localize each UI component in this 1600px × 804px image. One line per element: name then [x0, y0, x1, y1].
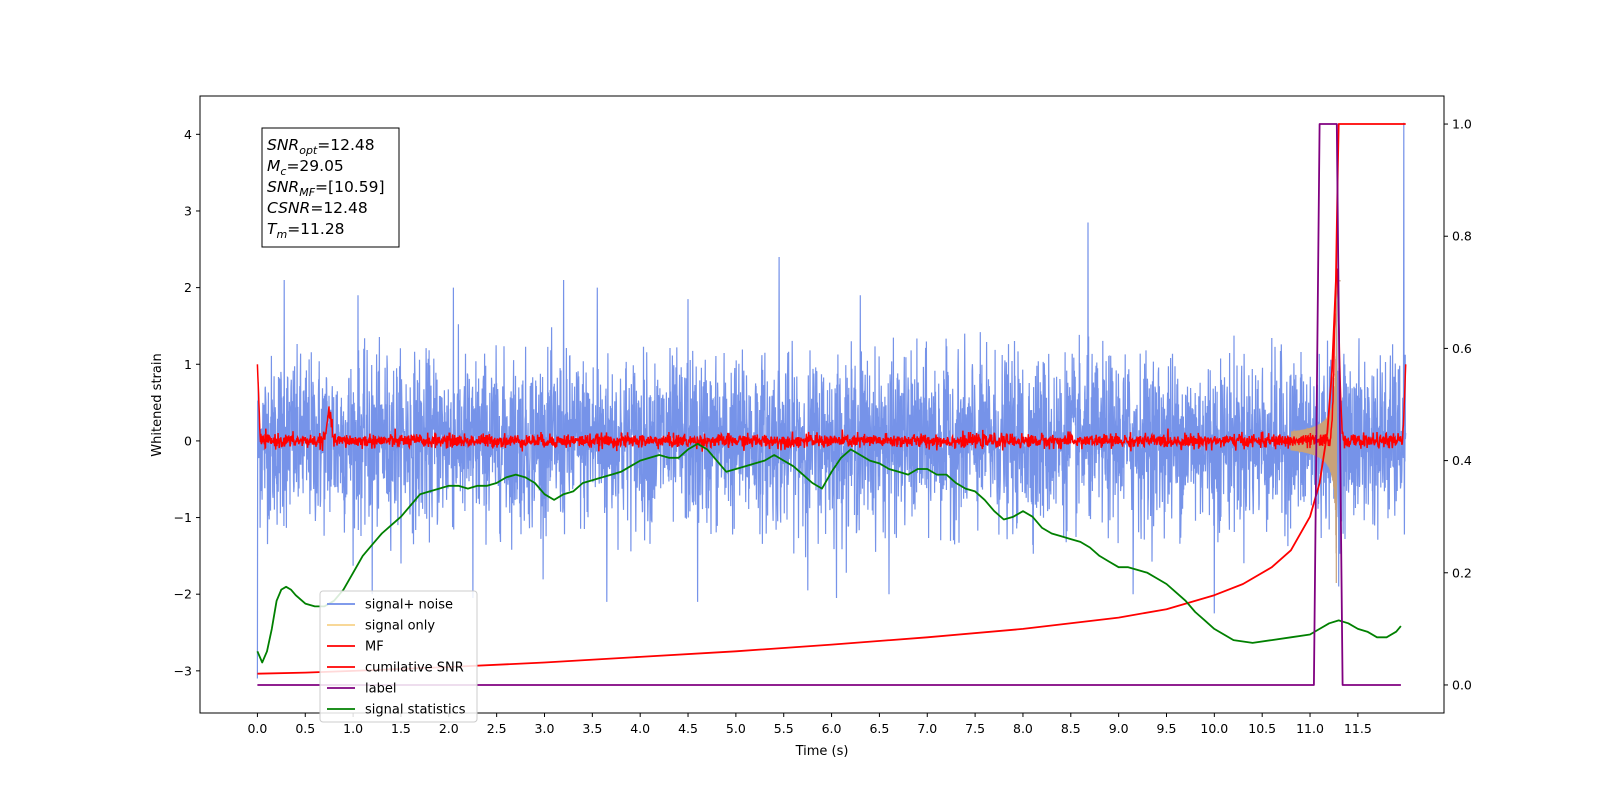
legend-label: label	[365, 682, 396, 697]
series-signal-statistics	[256, 442, 1402, 664]
annotation-value: =12.48	[310, 199, 367, 217]
x-tick-label: 5.5	[774, 721, 794, 736]
x-tick-label: 2.5	[487, 721, 507, 736]
annotation-value: =12.48	[317, 136, 374, 154]
legend-label: signal statistics	[365, 703, 466, 718]
x-tick-label: 3.5	[582, 721, 602, 736]
y-axis-label: Whitened strain	[150, 353, 165, 456]
x-tick-label: 1.0	[343, 721, 363, 736]
y-tick-label: 3	[184, 203, 192, 218]
annotation-subscript: opt	[299, 144, 318, 157]
x-tick-label: 6.5	[869, 721, 889, 736]
x-tick-label: 9.0	[1109, 721, 1129, 736]
annotation-value: =29.05	[286, 157, 343, 175]
y-tick-label: 1	[184, 357, 192, 372]
x-tick-label: 1.5	[391, 721, 411, 736]
annotation-subscript: c	[280, 165, 286, 178]
y-right-tick-label: 0.0	[1452, 677, 1472, 692]
x-tick-label: 7.5	[965, 721, 985, 736]
y-tick-label: −3	[174, 663, 192, 678]
x-tick-label: 10.5	[1248, 721, 1276, 736]
series-label	[257, 123, 1401, 686]
annotation-frame	[261, 127, 400, 248]
series-cumulative-snr	[257, 123, 1406, 675]
annotation-symbol: CSNR	[267, 199, 310, 217]
x-axis-label: Time (s)	[795, 744, 849, 759]
y-tick-label: 2	[184, 280, 192, 295]
annotation-subscript: MF	[299, 186, 315, 199]
annotation-line: SNRMF=[10.59]	[267, 178, 385, 199]
y-tick-label: 0	[184, 433, 192, 448]
legend-label: signal only	[365, 619, 435, 634]
series-signal-noise	[256, 122, 1407, 679]
x-tick-label: 10.0	[1200, 721, 1228, 736]
y-tick-label: −1	[174, 510, 192, 525]
y-right-tick-label: 1.0	[1452, 117, 1472, 132]
series-mf	[256, 268, 1407, 452]
y-right-tick-label: 0.4	[1452, 453, 1472, 468]
annotation-value: =11.28	[287, 220, 344, 238]
annotation-symbol: M	[267, 157, 280, 175]
legend-frame	[319, 590, 478, 723]
x-tick-label: 5.0	[726, 721, 746, 736]
x-tick-label: 7.0	[917, 721, 937, 736]
y-axis-right: 0.0 0.2 0.4 0.6 0.8 1.0	[1444, 117, 1472, 692]
annotation-line: CSNR=12.48	[267, 199, 368, 217]
x-tick-label: 0.5	[295, 721, 315, 736]
legend-label: MF	[365, 640, 384, 655]
x-tick-label: 4.5	[678, 721, 698, 736]
legend-label: cumilative SNR	[365, 661, 464, 676]
y-tick-label: 4	[184, 127, 192, 142]
annotation-symbol: SNR	[267, 136, 299, 154]
y-tick-label: −2	[174, 587, 192, 602]
x-tick-label: 6.0	[822, 721, 842, 736]
y-right-tick-label: 0.2	[1452, 565, 1472, 580]
x-axis: 0.0 0.5 1.0 1.5 2.0 2.5 3.0 3.5 4.0 4.5 5.0 5.5 6.0 6…	[247, 713, 1372, 736]
stats-annotation-box: SNRopt=12.48Mc=29.05SNRMF=[10.59]CSNR=12…	[261, 127, 400, 248]
y-axis-left: −3 −2 −1 0 1 2 3 4	[174, 127, 200, 678]
annotation-symbol: SNR	[267, 178, 299, 196]
annotation-subscript: m	[276, 228, 287, 241]
series-layer	[256, 122, 1407, 686]
x-tick-label: 3.0	[535, 721, 555, 736]
x-tick-label: 4.0	[630, 721, 650, 736]
legend-label: signal+ noise	[365, 598, 453, 613]
x-tick-label: 8.0	[1013, 721, 1033, 736]
annotation-line: Tm=11.28	[267, 220, 345, 241]
annotation-symbol: T	[267, 220, 278, 238]
annotation-line: Mc=29.05	[267, 157, 344, 178]
annotation-line: SNRopt=12.48	[267, 136, 375, 157]
x-tick-label: 8.5	[1061, 721, 1081, 736]
x-tick-label: 0.0	[247, 721, 267, 736]
y-right-tick-label: 0.8	[1452, 229, 1472, 244]
y-right-tick-label: 0.6	[1452, 341, 1472, 356]
legend: signal+ noise signal only MF cumilative SNR…	[319, 590, 478, 723]
x-tick-label: 9.5	[1157, 721, 1177, 736]
x-tick-label: 11.0	[1296, 721, 1324, 736]
plot-frame	[199, 95, 1445, 714]
x-tick-label: 11.5	[1344, 721, 1372, 736]
x-tick-label: 2.0	[439, 721, 459, 736]
annotation-value: =[10.59]	[315, 178, 384, 196]
